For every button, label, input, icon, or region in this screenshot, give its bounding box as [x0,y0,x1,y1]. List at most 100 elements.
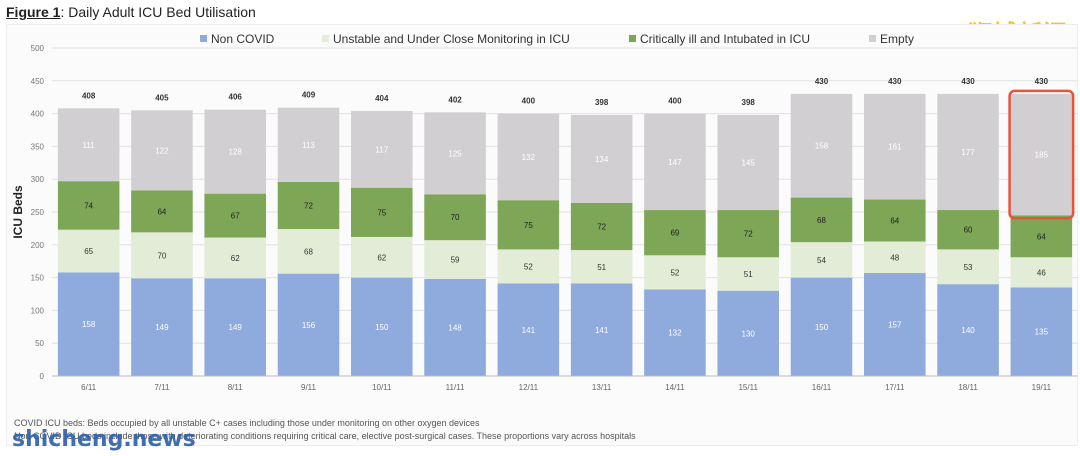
total-label-15-11: 398 [742,98,756,107]
legend-swatch-unstable-and-under-close-monitoring-in-icu [322,35,329,42]
data-label-critically-ill-and-intubated-in-icu-14-11: 69 [670,229,679,238]
bar-empty-17-11 [864,93,926,200]
y-tick-label-450: 450 [31,77,45,86]
total-label-12-11: 400 [522,97,536,106]
bar-unstable-and-under-close-monitoring-in-icu-9-11 [277,229,340,274]
data-label-unstable-and-under-close-monitoring-in-icu-18-11: 53 [964,263,973,272]
data-label-empty-8-11: 128 [229,148,243,157]
bar-unstable-and-under-close-monitoring-in-icu-7-11 [131,232,193,279]
bar-critically-ill-and-intubated-in-icu-6-11 [57,181,120,230]
bar-empty-8-11 [204,109,266,194]
data-label-critically-ill-and-intubated-in-icu-18-11: 60 [964,226,973,235]
figure-label: Figure 1 [6,4,61,20]
total-label-7-11: 405 [155,93,169,102]
total-label-17-11: 430 [888,77,902,86]
y-tick-label-100: 100 [31,306,45,315]
data-label-critically-ill-and-intubated-in-icu-7-11: 64 [157,207,166,216]
x-tick-label-9-11: 9/11 [301,383,317,392]
legend-swatch-empty [869,35,876,42]
bar-unstable-and-under-close-monitoring-in-icu-8-11 [204,237,266,279]
data-label-critically-ill-and-intubated-in-icu-12-11: 75 [524,221,533,230]
bar-non-covid-17-11 [864,273,926,376]
bar-unstable-and-under-close-monitoring-in-icu-11-11 [424,240,486,279]
bar-empty-18-11 [937,93,999,211]
bar-empty-7-11 [131,110,193,191]
bar-empty-9-11 [277,107,340,182]
data-label-empty-10-11: 117 [375,145,388,154]
y-tick-label-500: 500 [31,44,45,53]
legend-swatch-critically-ill-and-intubated-in-icu [629,35,636,42]
bar-non-covid-7-11 [131,278,193,376]
data-label-non-covid-11-11: 148 [448,323,462,332]
bar-unstable-and-under-close-monitoring-in-icu-6-11 [57,229,120,273]
x-tick-label-15-11: 15/11 [738,383,758,392]
total-label-9-11: 409 [302,91,316,100]
bar-unstable-and-under-close-monitoring-in-icu-14-11 [644,255,706,290]
data-label-non-covid-16-11: 150 [815,323,829,332]
total-label-11-11: 402 [448,95,462,104]
bar-non-covid-18-11 [937,284,999,376]
bar-empty-16-11 [790,93,853,198]
footnote-2: Non COVID ICU beds include those with de… [14,431,636,441]
y-tick-label-300: 300 [31,175,45,184]
bar-empty-12-11 [497,113,560,201]
x-tick-label-17-11: 17/11 [885,383,905,392]
bar-non-covid-9-11 [277,273,340,376]
bar-empty-11-11 [424,112,486,195]
data-label-non-covid-14-11: 132 [668,329,682,338]
y-tick-label-150: 150 [31,274,45,283]
total-label-14-11: 400 [668,97,682,106]
bar-critically-ill-and-intubated-in-icu-13-11 [570,202,633,251]
highlight-box [1008,89,1075,220]
x-tick-label-7-11: 7/11 [154,383,170,392]
bar-critically-ill-and-intubated-in-icu-12-11 [497,200,560,250]
data-label-critically-ill-and-intubated-in-icu-17-11: 64 [890,217,899,226]
y-tick-label-200: 200 [31,241,45,250]
x-tick-label-14-11: 14/11 [665,383,685,392]
data-label-empty-12-11: 132 [522,153,536,162]
total-label-19-11: 430 [1035,77,1049,86]
bar-non-covid-15-11 [717,290,779,376]
data-label-unstable-and-under-close-monitoring-in-icu-14-11: 52 [670,268,679,277]
bar-non-covid-16-11 [790,277,853,376]
data-label-non-covid-12-11: 141 [522,326,536,335]
y-tick-label-50: 50 [35,339,44,348]
footnote-1: COVID ICU beds: Beds occupied by all uns… [14,418,480,428]
data-label-unstable-and-under-close-monitoring-in-icu-8-11: 62 [231,254,240,263]
x-tick-label-18-11: 18/11 [958,383,978,392]
y-axis-label: ICU Beds [11,185,25,239]
figure-title-text: : Daily Adult ICU Bed Utilisation [60,4,256,20]
data-label-critically-ill-and-intubated-in-icu-11-11: 70 [451,213,460,222]
data-label-unstable-and-under-close-monitoring-in-icu-19-11: 46 [1037,268,1046,277]
bar-non-covid-14-11 [644,289,706,376]
data-label-empty-11-11: 125 [448,149,462,158]
bar-empty-6-11 [57,108,120,182]
data-label-empty-18-11: 177 [961,148,975,157]
data-label-unstable-and-under-close-monitoring-in-icu-12-11: 52 [524,262,533,271]
legend-label-empty: Empty [880,32,914,46]
total-label-13-11: 398 [595,98,609,107]
bar-critically-ill-and-intubated-in-icu-18-11 [937,210,999,250]
y-tick-label-350: 350 [31,142,45,151]
y-tick-label-400: 400 [31,110,45,119]
x-tick-label-19-11: 19/11 [1032,383,1052,392]
data-label-critically-ill-and-intubated-in-icu-8-11: 67 [231,212,240,221]
data-label-critically-ill-and-intubated-in-icu-9-11: 72 [304,201,313,210]
data-label-unstable-and-under-close-monitoring-in-icu-7-11: 70 [157,251,166,260]
bar-non-covid-8-11 [204,278,266,376]
data-label-empty-17-11: 161 [888,143,902,152]
data-label-non-covid-15-11: 130 [742,329,756,338]
bar-non-covid-19-11 [1010,287,1073,376]
data-label-non-covid-7-11: 149 [155,323,169,332]
data-label-empty-6-11: 111 [83,141,96,150]
bar-critically-ill-and-intubated-in-icu-11-11 [424,194,486,241]
x-tick-label-12-11: 12/11 [519,383,539,392]
legend-label-critically-ill-and-intubated-in-icu: Critically ill and Intubated in ICU [640,32,810,46]
y-tick-label-0: 0 [40,372,45,381]
data-label-critically-ill-and-intubated-in-icu-6-11: 74 [84,201,93,210]
bar-empty-13-11 [570,114,633,203]
bar-empty-10-11 [351,110,413,188]
data-label-unstable-and-under-close-monitoring-in-icu-10-11: 62 [377,253,386,262]
bar-non-covid-6-11 [57,272,120,376]
x-tick-label-8-11: 8/11 [228,383,244,392]
